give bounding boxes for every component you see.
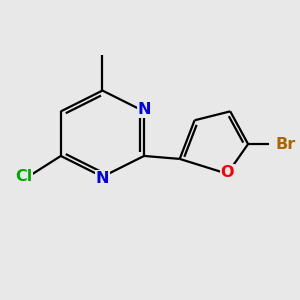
Text: N: N xyxy=(96,171,109,186)
Text: N: N xyxy=(137,102,151,117)
Text: Br: Br xyxy=(275,136,296,152)
Text: Cl: Cl xyxy=(15,169,32,184)
Text: O: O xyxy=(220,165,234,180)
